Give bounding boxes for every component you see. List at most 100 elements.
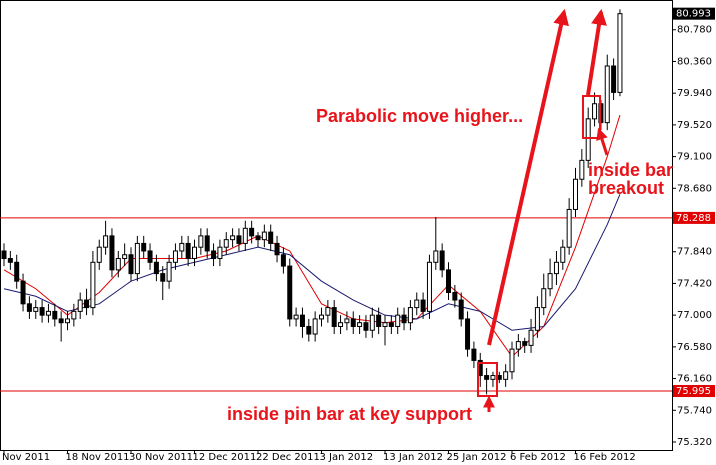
y-tick-label: 78.680 — [677, 183, 712, 194]
level-label: 75.995 — [676, 386, 711, 397]
candle-body — [39, 307, 45, 316]
annotation: inside bar — [588, 160, 673, 180]
candle-body — [261, 231, 267, 241]
candle-body — [172, 250, 178, 263]
candle-body — [255, 235, 261, 241]
candle-body — [33, 307, 39, 312]
candle-body — [312, 318, 318, 335]
y-tick-label: 79.940 — [677, 88, 712, 99]
candle-body — [84, 299, 90, 309]
candle-body — [376, 314, 382, 327]
candle-body — [573, 178, 578, 210]
candle-body — [147, 250, 153, 263]
candle-body — [204, 235, 210, 252]
candle-body — [299, 314, 305, 327]
x-tick-label: 16 Feb 2012 — [574, 452, 636, 463]
candle-body — [103, 235, 109, 248]
candle-body — [344, 318, 350, 324]
x-tick-label: 30 Nov 2011 — [129, 452, 193, 463]
candle-body — [592, 103, 598, 120]
level-label-box — [673, 211, 715, 224]
candle-body — [122, 254, 128, 260]
x-tick-label: Nov 2011 — [2, 452, 50, 463]
candle-body — [585, 118, 591, 161]
candle-body — [179, 242, 185, 252]
arrow — [487, 8, 569, 346]
candle-body — [452, 292, 458, 301]
candle-body — [401, 314, 407, 324]
candle-body — [465, 318, 471, 350]
y-tick-label: 77.840 — [677, 247, 712, 258]
candle-body — [287, 265, 293, 320]
arrow — [596, 127, 609, 156]
annotation: inside pin bar at key support — [227, 404, 472, 424]
candle-body — [528, 329, 534, 346]
candle-body — [192, 246, 197, 260]
candle-body — [509, 348, 515, 373]
candle-body — [109, 235, 115, 271]
y-tick-label: 77.420 — [677, 278, 712, 289]
candle-body — [579, 159, 585, 180]
y-tick-label: 80.780 — [677, 25, 712, 36]
candle-body — [319, 314, 324, 320]
candle-body — [65, 318, 70, 324]
candle-body — [77, 299, 83, 312]
candle-body — [166, 261, 172, 282]
candle-body — [553, 261, 559, 275]
candle-body — [446, 269, 451, 294]
candle-body — [426, 261, 432, 312]
candle-body — [45, 310, 51, 316]
candle-body — [515, 341, 521, 350]
candle-body — [458, 299, 464, 320]
candle-body — [274, 242, 280, 256]
candle-body — [433, 250, 439, 263]
candle-body — [128, 254, 134, 275]
x-tick-label: 22 Dec 2011 — [256, 452, 320, 463]
candle-body — [388, 322, 394, 327]
candle-body — [236, 235, 242, 244]
candle-body — [217, 246, 223, 260]
candle-body — [534, 307, 540, 331]
candle-body — [52, 310, 58, 320]
last-price-box — [673, 7, 715, 20]
candle-body — [185, 242, 191, 260]
candle-body — [604, 65, 610, 124]
y-tick-label: 77.000 — [677, 310, 712, 321]
candle-body — [7, 258, 13, 263]
candle-body — [306, 325, 312, 335]
candle-body — [420, 299, 426, 312]
x-tick-label: 25 Jan 2012 — [447, 452, 507, 463]
candle-body — [547, 273, 553, 290]
x-tick-label: 13 Jan 2012 — [383, 452, 443, 463]
arrow — [586, 8, 607, 96]
candle-body — [414, 299, 420, 309]
candle-body — [115, 258, 121, 271]
level-label: 78.288 — [676, 213, 711, 224]
candle-body — [153, 261, 159, 275]
candle-body — [382, 322, 388, 327]
candle-body — [96, 246, 102, 263]
y-tick-label: 75.320 — [677, 437, 712, 448]
y-tick-label: 76.580 — [677, 342, 712, 353]
candle-body — [503, 371, 509, 380]
candle-body — [211, 250, 217, 260]
y-tick-label: 79.520 — [677, 120, 712, 131]
candle-body — [90, 261, 96, 309]
level-label-box — [673, 385, 715, 398]
candle-body — [20, 280, 26, 305]
candle-body — [560, 246, 566, 263]
candle-body — [611, 65, 617, 93]
x-tick-label: 12 Dec 2011 — [193, 452, 257, 463]
candle-body — [338, 322, 344, 327]
candle-body — [58, 318, 64, 324]
candle-body — [490, 375, 496, 380]
candle-body — [439, 250, 445, 271]
candle-body — [268, 231, 274, 244]
candle-body — [293, 314, 299, 320]
annotation: breakout — [588, 178, 664, 198]
x-tick-label: 18 Nov 2011 — [66, 452, 130, 463]
candle-body — [522, 341, 528, 346]
last-price-label: 80.993 — [676, 9, 711, 20]
candle-body — [26, 303, 32, 312]
